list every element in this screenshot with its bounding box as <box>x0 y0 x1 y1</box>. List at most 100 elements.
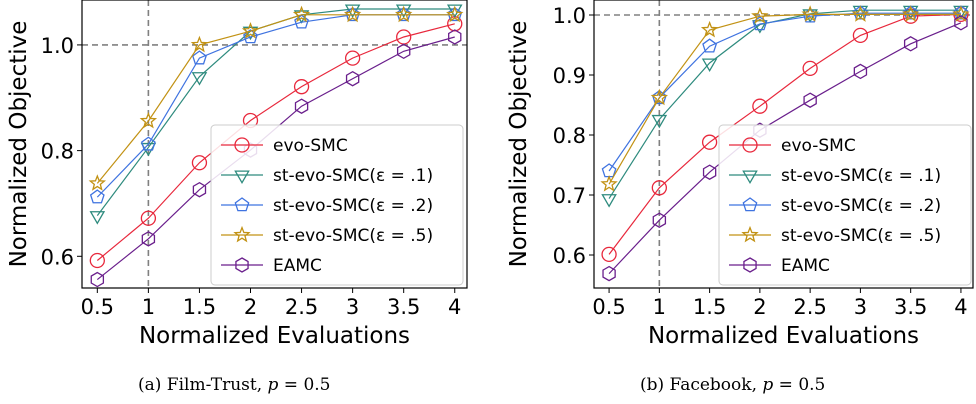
y-tick-label: 0.7 <box>553 184 586 208</box>
data-point <box>853 63 868 80</box>
caption-b: (b) Facebook, p = 0.5 <box>640 375 826 395</box>
legend-label: st-evo-SMC(ε = .5) <box>273 226 433 246</box>
data-point <box>139 111 158 129</box>
data-point <box>852 27 869 44</box>
x-tick-label: 2 <box>753 295 766 319</box>
data-point <box>700 20 719 38</box>
x-axis-label: Normalized Evaluations <box>648 323 919 349</box>
x-tick-label: 4 <box>448 295 461 319</box>
data-point <box>903 36 918 52</box>
series-line <box>608 12 961 172</box>
data-point <box>140 210 157 226</box>
data-point <box>901 5 920 22</box>
legend-swatch-marker <box>743 257 757 273</box>
data-point <box>954 15 968 31</box>
chart-panel-a: 0.5 1 1.5 2 2.5 3 3.5 4 0.6 0.8 1.0 Normalized Eval… <box>6 0 468 349</box>
data-point <box>752 16 768 31</box>
data-point <box>602 265 616 282</box>
legend: evo-SMC st-evo-SMC(ε = .1) st-evo-SMC(ε = … <box>210 124 464 286</box>
legend-label: evo-SMC <box>781 136 856 156</box>
data-point <box>601 194 617 208</box>
x-tick-label: 0.5 <box>81 295 114 319</box>
legend-label: EAMC <box>273 256 322 276</box>
legend-label: evo-SMC <box>273 136 348 156</box>
series-line <box>608 13 961 185</box>
data-point <box>751 7 769 24</box>
x-tick-label: 3 <box>854 295 867 319</box>
legend-swatch-marker <box>234 170 250 184</box>
legend-swatch-marker <box>741 225 759 243</box>
data-point <box>446 5 464 23</box>
data-point <box>702 164 717 180</box>
legend-swatch-marker <box>235 257 249 273</box>
data-point <box>241 22 260 39</box>
data-point <box>294 14 309 29</box>
plot-frame <box>593 0 974 289</box>
legend-label: st-evo-SMC(ε = .5) <box>781 226 941 246</box>
y-tick-label: 1.0 <box>41 34 74 58</box>
y-axis-label: Normalized Objective <box>506 21 532 268</box>
chart-panel-b: 0.5 1 1.5 2 2.5 3 3.5 4 0.6 0.7 0.8 0.9 1.0 Normalize… <box>506 0 974 349</box>
data-point <box>752 98 768 114</box>
data-point <box>89 189 105 204</box>
data-point <box>141 231 156 247</box>
y-tick-label: 0.8 <box>41 140 74 164</box>
data-point <box>89 252 105 269</box>
data-point <box>394 5 413 23</box>
x-tick-label: 1.5 <box>183 295 216 319</box>
data-point <box>701 58 718 72</box>
data-point <box>702 38 718 53</box>
x-tick-label: 3 <box>346 295 359 319</box>
data-point <box>448 29 462 45</box>
legend-swatch-marker <box>742 137 758 153</box>
x-tick-label: 3.5 <box>894 295 927 319</box>
series-3 <box>88 5 464 191</box>
data-point <box>651 114 668 129</box>
legend-box <box>718 124 972 286</box>
data-point <box>243 29 258 44</box>
data-point <box>345 70 360 87</box>
data-point <box>851 5 870 22</box>
legend: evo-SMC st-evo-SMC(ε = .1) st-evo-SMC(ε = … <box>718 124 972 286</box>
x-tick-label: 4 <box>954 295 967 319</box>
series-line <box>608 22 962 275</box>
legend-label: st-evo-SMC(ε = .1) <box>273 166 433 186</box>
y-tick-label: 0.6 <box>41 245 74 269</box>
series-line <box>96 14 455 184</box>
legend-label: st-evo-SMC(ε = .2) <box>781 196 941 216</box>
series-3 <box>600 5 970 192</box>
data-point <box>396 29 412 45</box>
data-point <box>701 134 718 150</box>
data-point <box>601 246 617 263</box>
legend-swatch-marker <box>742 170 758 184</box>
y-tick-label: 0.6 <box>553 244 586 268</box>
legend-swatch-marker <box>234 137 250 153</box>
caption-a: (a) Film-Trust, p = 0.5 <box>138 375 331 395</box>
data-point <box>294 98 309 114</box>
y-tick-label: 0.8 <box>553 124 586 148</box>
legend-label: st-evo-SMC(ε = .2) <box>273 196 433 216</box>
data-point <box>650 88 669 106</box>
data-point <box>802 60 818 77</box>
x-tick-label: 2 <box>244 295 257 319</box>
y-tick-label: 0.9 <box>553 64 586 88</box>
legend-label: st-evo-SMC(ε = .1) <box>781 166 941 186</box>
x-axis-label: Normalized Evaluations <box>139 323 410 349</box>
data-point <box>90 271 105 288</box>
x-tick-label: 3.5 <box>387 295 420 319</box>
legend-label: EAMC <box>781 256 830 276</box>
series-4 <box>602 15 968 282</box>
data-point <box>652 212 667 228</box>
data-point <box>801 5 819 22</box>
legend-swatch-marker <box>233 225 251 243</box>
data-point <box>140 136 156 151</box>
legend-swatch-marker <box>742 197 758 212</box>
data-point <box>852 5 868 20</box>
x-tick-label: 2.5 <box>285 295 318 319</box>
data-point <box>293 79 310 95</box>
data-point <box>192 50 207 65</box>
data-point <box>803 92 817 108</box>
series-0 <box>89 16 463 269</box>
data-point <box>191 155 208 171</box>
